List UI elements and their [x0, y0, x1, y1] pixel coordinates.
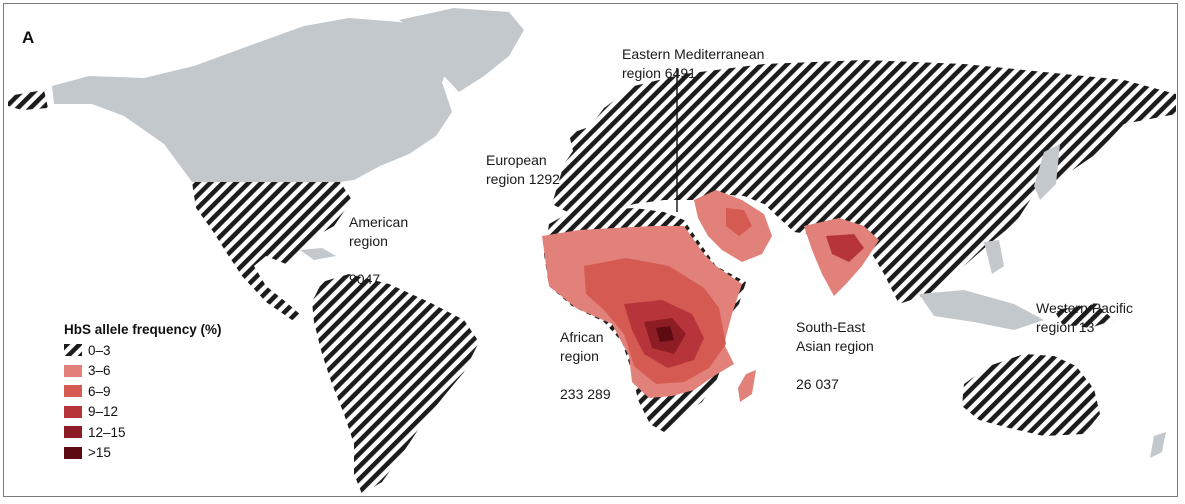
legend-swatch	[64, 446, 82, 459]
british-isles-land	[569, 128, 590, 164]
sea-region-count: 26 037	[796, 376, 839, 392]
legend-label: 3–6	[88, 363, 111, 379]
label-eastern-med-region: Eastern Mediterranean region 6491	[622, 26, 764, 83]
legend-swatch	[64, 426, 82, 439]
alaska-tip-land	[8, 90, 48, 110]
legend-title: HbS allele frequency (%)	[64, 322, 222, 337]
legend-label: >15	[88, 445, 111, 461]
legend-item: 3–6	[64, 361, 222, 382]
india-core-land	[826, 234, 864, 262]
label-american-region: American region 9047	[349, 194, 408, 289]
label-european-region: European region 1292	[486, 132, 560, 189]
western-pacific-region-name: Western Pacific region 13	[1036, 300, 1133, 335]
north-america-land	[52, 18, 456, 182]
usa-central-america-land	[192, 182, 352, 320]
african-region-count: 233 289	[560, 386, 611, 402]
legend-label: 6–9	[88, 383, 111, 399]
legend-item: >15	[64, 443, 222, 464]
south-america-land	[312, 274, 479, 494]
african-region-name: African region	[560, 329, 604, 364]
legend-swatch-hatched	[64, 344, 82, 357]
greenland-land	[399, 8, 524, 92]
caribbean-land	[300, 248, 336, 260]
eurasia-land	[552, 60, 1176, 304]
legend: HbS allele frequency (%) 0–3 3–6 6–9 9–1…	[64, 322, 222, 463]
legend-item: 12–15	[64, 422, 222, 443]
indonesia-land	[919, 290, 1044, 330]
panel-label: A	[22, 28, 35, 47]
legend-swatch	[64, 405, 82, 418]
legend-item: 9–12	[64, 402, 222, 423]
australia-land	[962, 354, 1100, 436]
map-figure: A American region 9047 European region 1…	[3, 3, 1178, 497]
label-western-pacific-region: Western Pacific region 13	[1036, 280, 1133, 337]
european-region-name: European region 1292	[486, 152, 560, 187]
new-zealand-land	[1150, 432, 1166, 458]
label-south-east-asian-region: South-East Asian region 26 037	[796, 299, 874, 394]
legend-item: 6–9	[64, 381, 222, 402]
american-region-count: 9047	[349, 271, 381, 287]
world-map	[8, 8, 1176, 494]
arctic-islands-land	[272, 30, 349, 60]
legend-swatch	[64, 385, 82, 398]
legend-item: 0–3	[64, 340, 222, 361]
legend-label: 12–15	[88, 424, 126, 440]
africa-hbs-max-land	[656, 326, 674, 342]
label-african-region: African region 233 289	[560, 309, 611, 404]
american-region-name: American region	[349, 214, 409, 249]
legend-swatch	[64, 364, 82, 377]
arabia-mid-land	[726, 208, 752, 236]
sea-region-name: South-East Asian region	[796, 319, 874, 354]
eastern-med-region-name: Eastern Mediterranean region 6491	[622, 46, 765, 81]
new-guinea-land	[1054, 304, 1114, 328]
legend-label: 0–3	[88, 342, 111, 358]
legend-label: 9–12	[88, 404, 119, 420]
japan-land	[1034, 144, 1060, 200]
philippines-land	[984, 240, 1004, 274]
madagascar-land	[738, 370, 756, 402]
